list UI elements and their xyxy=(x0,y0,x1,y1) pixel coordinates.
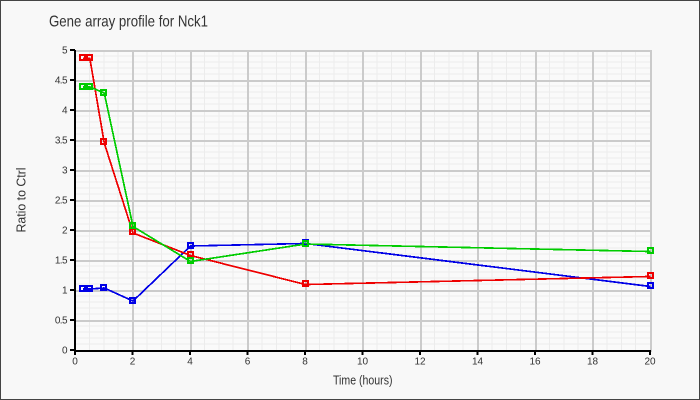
svg-text:16: 16 xyxy=(529,356,541,367)
svg-text:0: 0 xyxy=(72,356,78,367)
svg-text:Ratio to Ctrl: Ratio to Ctrl xyxy=(14,167,29,232)
svg-text:8: 8 xyxy=(302,356,308,367)
svg-text:Time (hours): Time (hours) xyxy=(333,373,393,388)
svg-text:1: 1 xyxy=(62,286,68,297)
svg-text:4: 4 xyxy=(62,106,68,117)
svg-text:0.5: 0.5 xyxy=(55,316,68,327)
svg-text:5: 5 xyxy=(62,46,68,57)
svg-text:0: 0 xyxy=(62,346,68,357)
svg-text:20: 20 xyxy=(644,356,656,367)
svg-text:4: 4 xyxy=(187,356,193,367)
svg-text:3: 3 xyxy=(62,166,68,177)
svg-text:Gene array profile for Nck1: Gene array profile for Nck1 xyxy=(49,13,208,30)
svg-text:2.5: 2.5 xyxy=(55,196,68,207)
svg-text:2: 2 xyxy=(130,356,136,367)
svg-text:10: 10 xyxy=(357,356,369,367)
svg-text:12: 12 xyxy=(414,356,426,367)
svg-text:6: 6 xyxy=(245,356,251,367)
svg-text:2: 2 xyxy=(62,226,68,237)
svg-text:14: 14 xyxy=(472,356,484,367)
svg-text:18: 18 xyxy=(587,356,599,367)
svg-text:1.5: 1.5 xyxy=(55,256,68,267)
svg-text:3.5: 3.5 xyxy=(55,136,68,147)
svg-text:4.5: 4.5 xyxy=(55,76,68,87)
